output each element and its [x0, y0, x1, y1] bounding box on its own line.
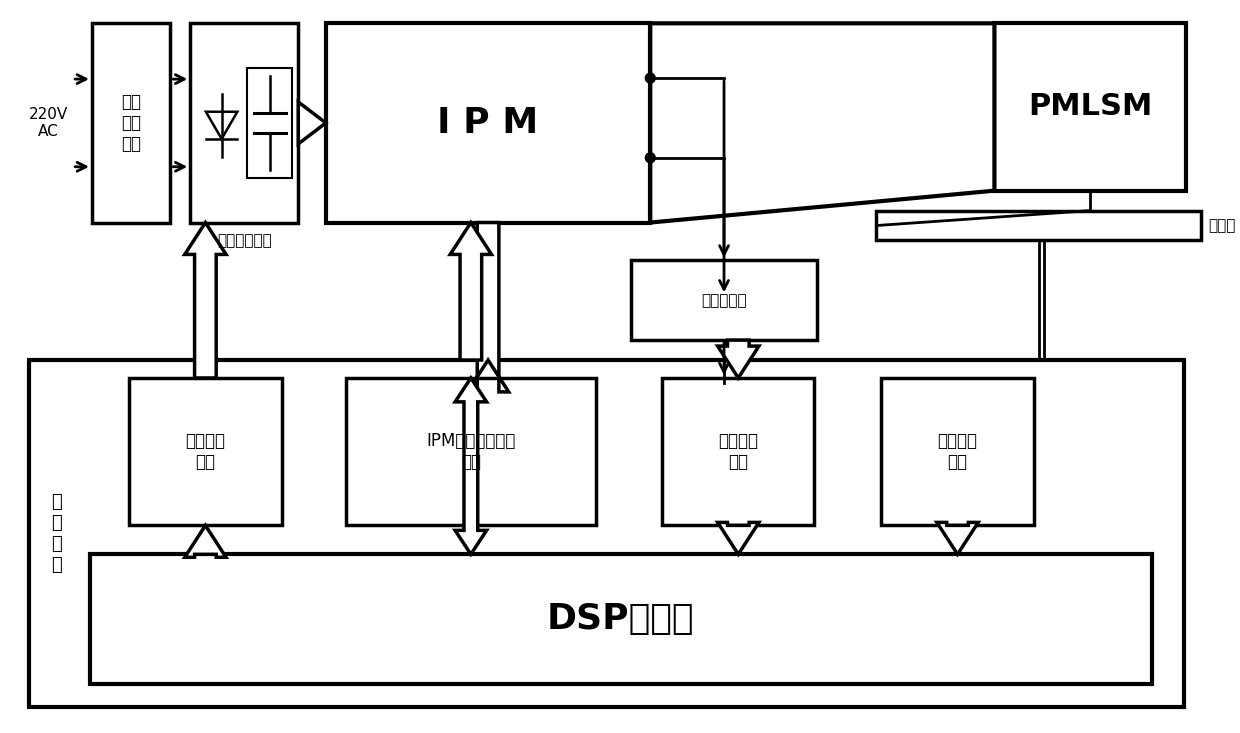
Text: 光栅尺: 光栅尺 — [1209, 218, 1236, 233]
Polygon shape — [299, 102, 326, 144]
Bar — [29, 360, 1184, 707]
Bar — [877, 210, 1200, 240]
Text: DSP处理器: DSP处理器 — [547, 602, 694, 636]
Bar — [346, 378, 596, 526]
Circle shape — [645, 152, 655, 163]
Text: 霍尔传感器: 霍尔传感器 — [701, 292, 746, 308]
Text: I P M: I P M — [438, 106, 538, 140]
Bar — [247, 68, 293, 177]
Polygon shape — [185, 526, 226, 557]
Polygon shape — [650, 23, 994, 223]
Circle shape — [645, 73, 655, 83]
Bar — [882, 378, 1034, 526]
Text: 电压调整
电路: 电压调整 电路 — [186, 432, 226, 471]
Polygon shape — [185, 223, 226, 378]
Text: 220V
AC: 220V AC — [29, 107, 68, 139]
Polygon shape — [467, 223, 508, 392]
Bar — [326, 23, 650, 223]
Text: 控
制
电
路: 控 制 电 路 — [51, 493, 62, 573]
Bar — [631, 260, 817, 340]
Polygon shape — [450, 223, 491, 360]
Polygon shape — [718, 340, 759, 378]
Bar — [89, 554, 1152, 684]
Text: 整流滤波单元: 整流滤波单元 — [217, 233, 272, 248]
Bar — [662, 378, 815, 526]
Polygon shape — [455, 378, 486, 554]
Bar — [92, 23, 170, 223]
Bar — [190, 23, 299, 223]
Bar — [129, 378, 281, 526]
Text: 交流
调压
单元: 交流 调压 单元 — [122, 93, 141, 152]
Text: 位置采样
电路: 位置采样 电路 — [937, 432, 977, 471]
Text: PMLSM: PMLSM — [1028, 92, 1152, 122]
Polygon shape — [937, 523, 978, 554]
Text: 电流采样
电路: 电流采样 电路 — [718, 432, 759, 471]
Bar — [994, 23, 1187, 191]
Text: IPM隔离驱动保护
电路: IPM隔离驱动保护 电路 — [427, 432, 516, 471]
Polygon shape — [718, 523, 759, 554]
